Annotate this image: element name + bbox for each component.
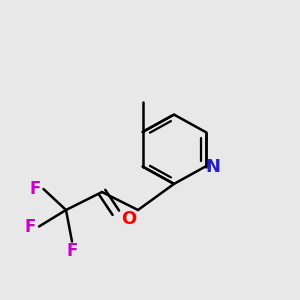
Text: N: N: [206, 158, 220, 175]
Text: O: O: [121, 210, 136, 228]
Text: F: F: [25, 218, 36, 236]
Text: F: F: [66, 242, 78, 260]
Text: F: F: [29, 180, 41, 198]
